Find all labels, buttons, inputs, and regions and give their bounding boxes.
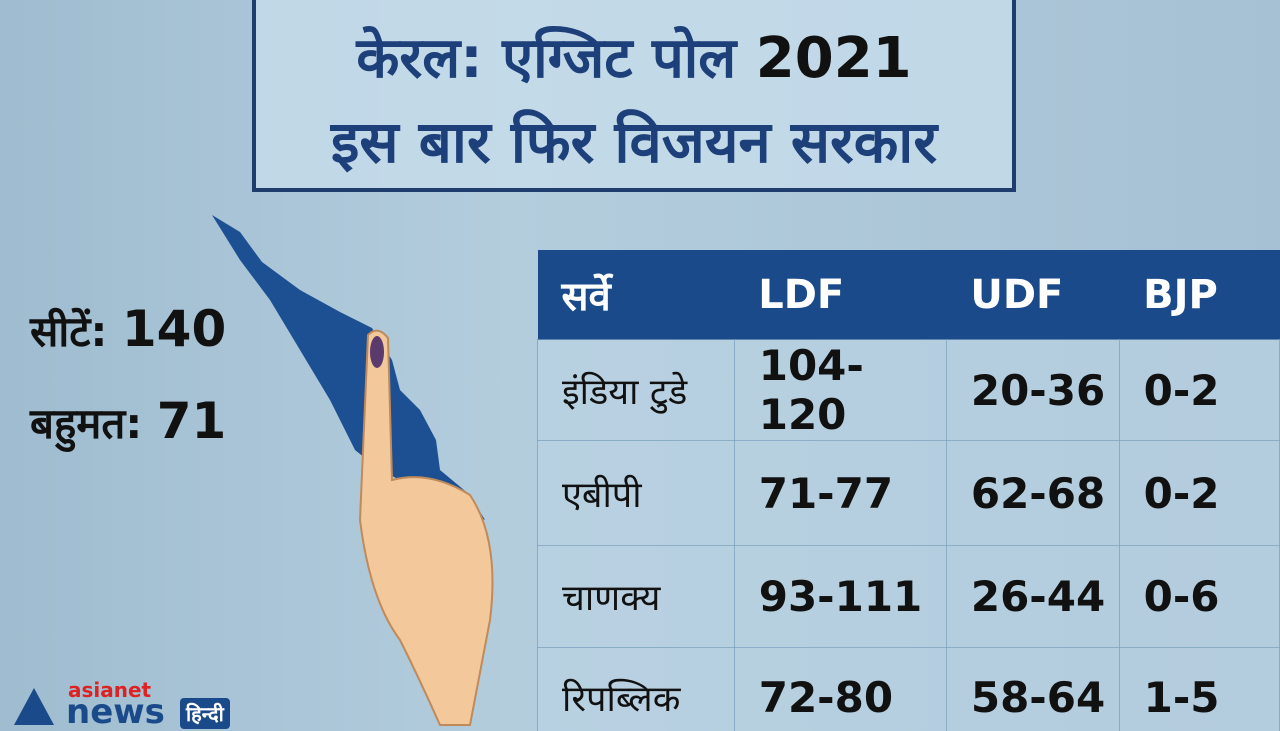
stat: सीटें: 140	[30, 300, 226, 359]
column-header: UDF	[946, 250, 1120, 340]
title-year: 2021	[755, 26, 912, 91]
title-prefix: केरल: एग्जिट पोल	[356, 26, 737, 91]
stat-label: सीटें:	[30, 307, 108, 356]
seat-range: 0-2	[1118, 339, 1280, 441]
table-row: चाणक्य 93-111 26-44 0-6	[537, 545, 1280, 648]
column-header: LDF	[734, 250, 947, 340]
seat-range: 93-111	[733, 545, 947, 648]
ink-mark	[370, 336, 384, 368]
stat: बहुमत: 71	[30, 392, 226, 451]
header-row: सर्वे LDF UDF BJP	[537, 250, 1280, 340]
logo-name: news	[66, 692, 165, 731]
subtitle: इस बार फिर विजयन सरकार	[330, 108, 938, 176]
seat-range: 72-80	[733, 647, 947, 731]
table-row: एबीपी 71-77 62-68 0-2	[537, 440, 1280, 546]
logo-lang: हिन्दी	[180, 698, 230, 729]
stat-value: 140	[121, 300, 227, 358]
seat-range: 26-44	[945, 545, 1120, 648]
table-row: इंडिया टुडे 104-120 20-36 0-2	[537, 339, 1280, 441]
stat-label: बहुमत:	[30, 399, 143, 448]
stat-value: 71	[156, 392, 227, 450]
seat-range: 104-120	[733, 339, 947, 441]
kerala-map	[212, 215, 485, 520]
column-header: BJP	[1119, 250, 1280, 340]
table-row: रिपब्लिक 72-80 58-64 1-5	[537, 647, 1280, 731]
finger-illustration	[358, 329, 494, 726]
survey-name: इंडिया टुडे	[537, 339, 735, 441]
seat-range: 0-6	[1118, 545, 1280, 648]
seat-range: 71-77	[733, 440, 947, 546]
logo-icon	[14, 688, 54, 725]
survey-name: एबीपी	[537, 440, 735, 546]
seat-range: 1-5	[1118, 647, 1280, 731]
column-header: सर्वे	[537, 250, 735, 340]
survey-name: चाणक्य	[537, 545, 735, 648]
poll-table: सर्वे LDF UDF BJP इंडिया टुडे 104-120 20-36 0-2…	[537, 250, 1280, 731]
logo-brand: asianet	[68, 678, 152, 702]
survey-name: रिपब्लिक	[537, 647, 735, 731]
title: केरल: एग्जिट पोल 2021	[256, 18, 1012, 94]
title-box: केरल: एग्जिट पोल 2021 इस बार फिर विजयन स…	[252, 0, 1016, 192]
seat-range: 58-64	[945, 647, 1120, 731]
seat-range: 20-36	[945, 339, 1120, 441]
seat-range: 62-68	[945, 440, 1120, 546]
seat-range: 0-2	[1118, 440, 1280, 546]
